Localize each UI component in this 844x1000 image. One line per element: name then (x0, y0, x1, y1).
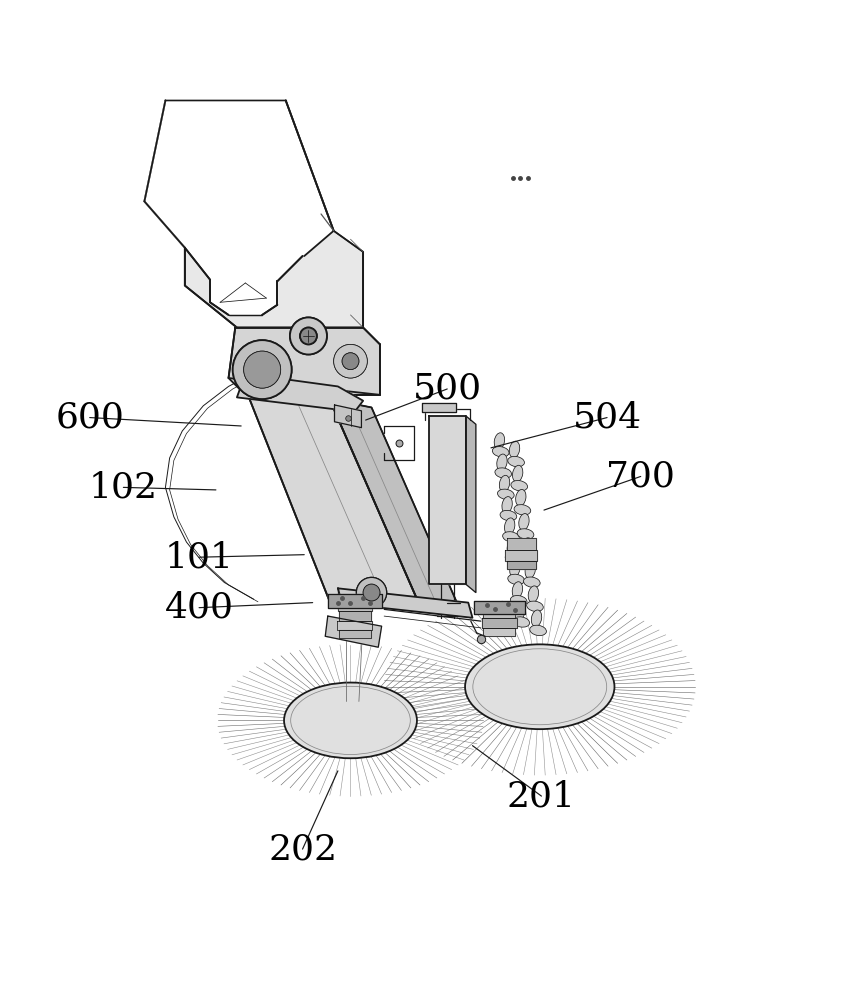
Ellipse shape (507, 539, 517, 556)
Ellipse shape (528, 586, 538, 603)
Ellipse shape (514, 505, 531, 515)
Circle shape (233, 340, 292, 399)
Text: 600: 600 (55, 401, 124, 435)
Circle shape (342, 353, 359, 370)
Circle shape (363, 584, 380, 601)
Ellipse shape (519, 514, 529, 530)
Ellipse shape (511, 481, 528, 491)
Ellipse shape (513, 617, 529, 627)
Circle shape (363, 584, 380, 601)
Ellipse shape (495, 433, 505, 449)
Text: 700: 700 (606, 459, 675, 493)
Polygon shape (338, 601, 371, 611)
Polygon shape (482, 618, 517, 628)
Polygon shape (484, 608, 516, 618)
Text: 202: 202 (268, 832, 337, 866)
Ellipse shape (523, 577, 540, 587)
Ellipse shape (497, 489, 514, 499)
Ellipse shape (511, 596, 527, 606)
Ellipse shape (525, 562, 535, 578)
Circle shape (244, 351, 281, 388)
Polygon shape (338, 611, 371, 621)
Polygon shape (250, 399, 418, 601)
Polygon shape (466, 416, 476, 593)
Text: 101: 101 (165, 540, 234, 574)
Ellipse shape (500, 510, 517, 521)
Ellipse shape (505, 518, 515, 535)
Ellipse shape (516, 489, 526, 506)
Circle shape (356, 577, 387, 608)
Ellipse shape (465, 644, 614, 729)
Text: 500: 500 (413, 372, 482, 406)
Polygon shape (337, 621, 372, 630)
Text: 504: 504 (572, 401, 641, 435)
Polygon shape (506, 538, 536, 550)
Ellipse shape (492, 447, 509, 457)
Circle shape (290, 317, 327, 354)
Ellipse shape (522, 538, 533, 554)
Ellipse shape (497, 454, 507, 471)
Ellipse shape (503, 532, 519, 542)
Polygon shape (484, 628, 516, 636)
Ellipse shape (502, 497, 512, 513)
Ellipse shape (508, 456, 524, 467)
Ellipse shape (515, 603, 525, 620)
Polygon shape (474, 601, 525, 614)
Polygon shape (506, 550, 538, 561)
Circle shape (356, 577, 387, 608)
Polygon shape (507, 561, 536, 569)
Ellipse shape (517, 529, 534, 539)
Polygon shape (325, 616, 381, 647)
Ellipse shape (500, 475, 510, 492)
Circle shape (333, 344, 367, 378)
Ellipse shape (512, 582, 522, 598)
Ellipse shape (509, 441, 520, 458)
Polygon shape (429, 416, 466, 584)
Ellipse shape (521, 553, 537, 563)
Ellipse shape (512, 465, 522, 482)
Circle shape (233, 340, 292, 399)
Circle shape (300, 328, 316, 344)
Polygon shape (327, 594, 381, 608)
Ellipse shape (532, 610, 542, 627)
Polygon shape (237, 374, 363, 412)
Polygon shape (144, 100, 363, 328)
Text: 201: 201 (507, 779, 576, 813)
Polygon shape (229, 328, 380, 395)
Circle shape (333, 344, 367, 378)
Polygon shape (338, 588, 473, 618)
Ellipse shape (530, 625, 546, 636)
Text: 102: 102 (89, 470, 158, 504)
Polygon shape (338, 630, 371, 638)
Ellipse shape (284, 683, 417, 758)
Ellipse shape (508, 574, 524, 585)
Ellipse shape (510, 560, 520, 577)
Ellipse shape (506, 553, 522, 563)
Polygon shape (334, 405, 361, 428)
Circle shape (300, 328, 316, 344)
Polygon shape (329, 399, 460, 609)
Circle shape (290, 317, 327, 354)
Circle shape (342, 353, 359, 370)
Circle shape (244, 351, 281, 388)
Text: 400: 400 (165, 591, 234, 625)
Ellipse shape (527, 601, 544, 611)
Ellipse shape (495, 468, 511, 478)
Polygon shape (422, 403, 456, 412)
Polygon shape (144, 100, 333, 315)
